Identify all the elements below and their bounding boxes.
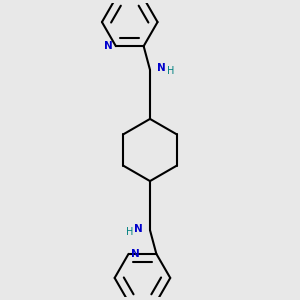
Text: N: N <box>134 224 143 233</box>
Text: N: N <box>157 63 166 73</box>
Text: N: N <box>104 41 113 51</box>
Text: N: N <box>131 249 140 259</box>
Text: H: H <box>167 67 174 76</box>
Text: H: H <box>126 227 133 237</box>
